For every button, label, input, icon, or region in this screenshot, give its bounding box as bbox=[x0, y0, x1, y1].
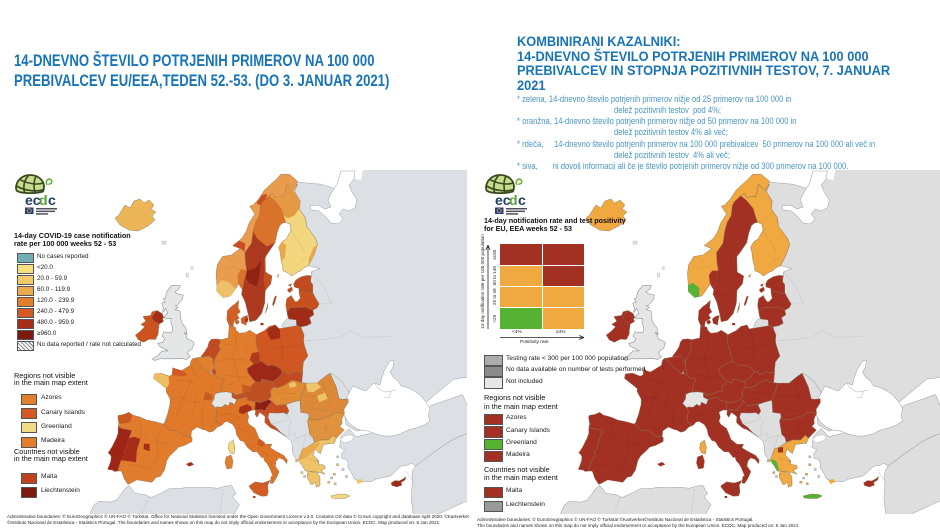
svg-text:ec: ec bbox=[25, 192, 41, 208]
svg-text:d: d bbox=[39, 192, 48, 208]
svg-text:d: d bbox=[509, 192, 518, 208]
svg-text:ec: ec bbox=[495, 192, 511, 208]
svg-text:c: c bbox=[48, 192, 56, 208]
svg-text:c: c bbox=[518, 192, 526, 208]
